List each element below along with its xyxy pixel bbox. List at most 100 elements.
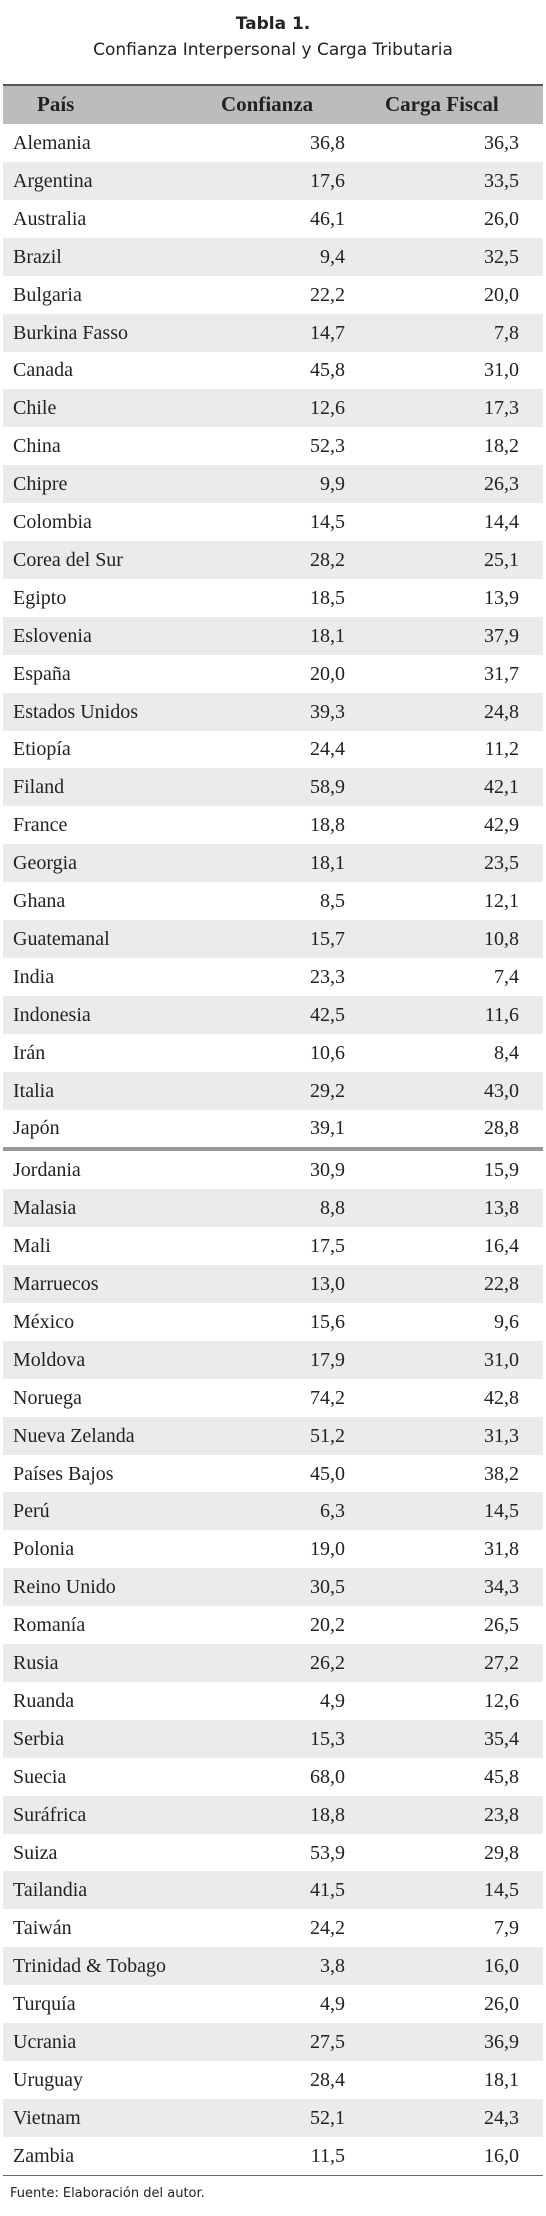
value-cell: 46,1 (310, 207, 345, 230)
value-cell: 45,8 (484, 1765, 519, 1788)
value-cell: 36,8 (310, 132, 345, 154)
country-cell: Irán (13, 1041, 46, 1064)
value-cell: 17,3 (484, 397, 519, 420)
table-row: France 18,8 42,9 (3, 806, 543, 844)
table-row: Países Bajos 45,0 38,2 (3, 1455, 543, 1493)
country-cell: Mali (13, 1235, 51, 1258)
table-row: Jordania 30,9 15,9 (3, 1147, 543, 1189)
table-row: Ucrania 27,5 36,9 (3, 2023, 543, 2061)
table-row: México 15,6 9,6 (3, 1303, 543, 1341)
value-cell: 24,2 (310, 1917, 345, 1940)
value-cell: 74,2 (310, 1386, 345, 1409)
value-cell: 36,9 (484, 2031, 519, 2053)
table-row: Suecia 68,0 45,8 (3, 1758, 543, 1796)
country-cell: Chipre (13, 473, 68, 496)
country-cell: Malasia (13, 1197, 77, 1220)
value-cell: 42,5 (310, 1003, 345, 1026)
value-cell: 42,8 (484, 1386, 519, 1409)
country-cell: India (13, 965, 55, 988)
value-cell: 27,5 (310, 2031, 345, 2053)
value-cell: 45,0 (310, 1462, 345, 1485)
value-cell: 52,3 (310, 435, 345, 458)
country-cell: Polonia (13, 1538, 75, 1561)
value-cell: 15,6 (310, 1310, 345, 1333)
table-row: Tailandia 41,5 14,5 (3, 1871, 543, 1910)
value-cell: 15,3 (310, 1727, 345, 1750)
table-row: Mali 17,5 16,4 (3, 1227, 543, 1265)
table-row: Egipto 18,5 13,9 (3, 579, 543, 617)
table-row: Bulgaria 22,2 20,0 (3, 276, 543, 314)
table-row: Marruecos 13,0 22,8 (3, 1265, 543, 1303)
value-cell: 13,8 (484, 1197, 519, 1220)
value-cell: 19,0 (310, 1538, 345, 1561)
table-subtitle: Confianza Interpersonal y Carga Tributar… (93, 40, 453, 60)
value-cell: 9,6 (494, 1310, 519, 1333)
value-cell: 10,8 (484, 927, 519, 950)
value-cell: 13,0 (310, 1273, 345, 1295)
country-cell: Suráfrica (13, 1803, 87, 1826)
value-cell: 30,9 (310, 1159, 345, 1182)
country-cell: México (13, 1310, 75, 1333)
value-cell: 26,5 (484, 1614, 519, 1637)
value-cell: 28,2 (310, 548, 345, 571)
value-cell: 51,2 (310, 1424, 345, 1447)
table-row: Alemania 36,8 36,3 (3, 124, 543, 162)
value-cell: 37,9 (484, 624, 519, 647)
table-row: China 52,3 18,2 (3, 427, 543, 465)
value-cell: 38,2 (484, 1462, 519, 1485)
country-cell: Ghana (13, 890, 66, 912)
country-cell: Ucrania (13, 2031, 77, 2053)
table-row: España 20,0 31,7 (3, 655, 543, 693)
value-cell: 42,1 (484, 776, 519, 799)
table-title: Tabla 1. (235, 14, 311, 34)
country-cell: Bulgaria (13, 283, 82, 306)
value-cell: 14,5 (484, 1879, 519, 1902)
value-cell: 11,6 (484, 1003, 519, 1026)
value-cell: 18,8 (310, 814, 345, 837)
value-cell: 24,4 (310, 738, 345, 761)
country-cell: Etiopía (13, 738, 71, 761)
table-row: Corea del Sur 28,2 25,1 (3, 540, 543, 579)
country-cell: España (13, 662, 71, 685)
table-row: Rusia 26,2 27,2 (3, 1644, 543, 1682)
table-row: Brazil 9,4 32,5 (3, 237, 543, 276)
table-row: Japón 39,1 28,8 (3, 1109, 543, 1147)
value-cell: 39,3 (310, 700, 345, 723)
country-cell: Ruanda (13, 1689, 75, 1712)
country-cell: Brazil (13, 245, 62, 268)
table-row: Turquía 4,9 26,0 (3, 1985, 543, 2023)
country-cell: Zambia (13, 2144, 75, 2167)
value-cell: 29,2 (310, 1079, 345, 1102)
value-cell: 8,4 (494, 1041, 519, 1064)
value-cell: 39,1 (310, 1117, 345, 1140)
value-cell: 17,6 (310, 169, 345, 192)
value-cell: 26,3 (484, 473, 519, 496)
value-cell: 20,2 (310, 1614, 345, 1637)
country-cell: Uruguay (13, 2068, 83, 2091)
value-cell: 28,8 (484, 1117, 519, 1140)
value-cell: 52,1 (310, 2106, 345, 2129)
value-cell: 31,7 (484, 662, 519, 685)
value-cell: 7,9 (494, 1917, 519, 1940)
country-cell: Noruega (13, 1386, 82, 1409)
table-row: Nueva Zelanda 51,2 31,3 (3, 1416, 543, 1455)
value-cell: 16,4 (484, 1235, 519, 1258)
value-cell: 7,4 (494, 965, 519, 988)
value-cell: 24,8 (484, 700, 519, 723)
table-row: Suiza 53,9 29,8 (3, 1834, 543, 1872)
value-cell: 12,6 (484, 1689, 519, 1712)
table-row: Argentina 17,6 33,5 (3, 161, 543, 200)
value-cell: 6,3 (320, 1500, 345, 1523)
value-cell: 14,7 (310, 321, 345, 344)
value-cell: 10,6 (310, 1041, 345, 1064)
country-cell: Canada (13, 359, 73, 382)
value-cell: 68,0 (310, 1765, 345, 1788)
value-cell: 36,3 (484, 132, 519, 154)
header-cell: Carga Fiscal (385, 92, 499, 116)
table-row: Romanía 20,2 26,5 (3, 1606, 543, 1644)
value-cell: 18,2 (484, 435, 519, 458)
country-cell: Suiza (13, 1841, 58, 1864)
value-cell: 18,1 (310, 624, 345, 647)
table-row: Zambia 11,5 16,0 (3, 2137, 543, 2176)
value-cell: 16,0 (484, 1955, 519, 1978)
